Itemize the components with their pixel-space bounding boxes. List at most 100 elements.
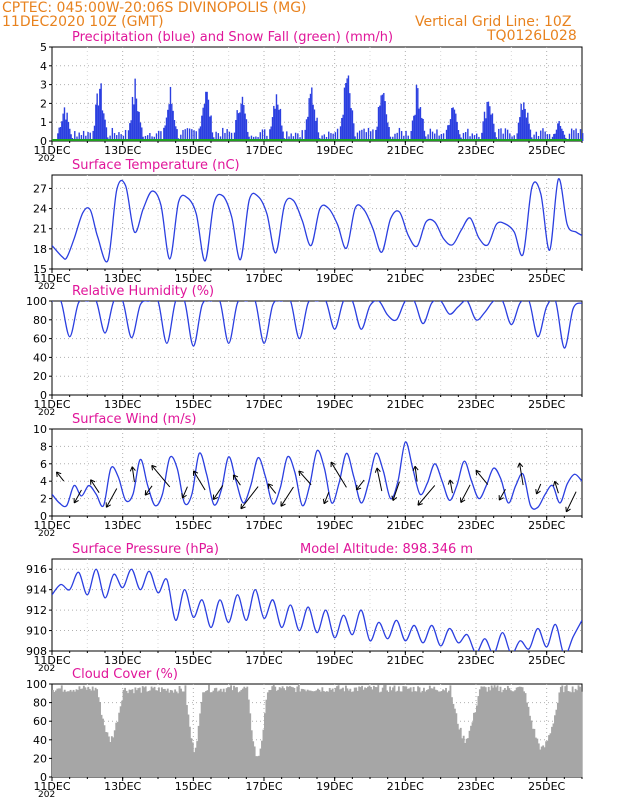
panel-6-cloud-bar (353, 687, 356, 777)
panel-6-cloud-bar (231, 690, 234, 777)
panel-6-cloud-bar (284, 690, 287, 777)
panel-3-xtick-label-0: 11DEC (33, 398, 70, 411)
panel-1-precip-bar (520, 103, 522, 141)
panel-1-precip-bar (311, 87, 313, 141)
panel-6-cloud-bar (56, 688, 59, 777)
panel-3-ytick-label-1: 20 (33, 370, 47, 383)
panel-1-precip-bar (191, 129, 193, 141)
panel-1-precip-bar (346, 78, 348, 141)
panel-1-precip-bar (448, 124, 450, 141)
panel-1-precip-bar (339, 126, 342, 141)
panel-6-cloud-bar (212, 690, 215, 777)
panel-1-precip-bar (61, 121, 63, 141)
panel-4-wind-arrow (182, 486, 188, 499)
panel-1-precip-bar (203, 103, 206, 141)
panel-6-cloud-bar (71, 691, 74, 777)
panel-6-cloud-bar (261, 740, 263, 777)
panel-1-precip-bar (199, 126, 202, 141)
panel-6-xtick-label-3: 17DEC (245, 780, 282, 793)
panel-6-cloud-bar (414, 691, 417, 777)
panel-1-precip-bar (575, 128, 577, 141)
panel-6-cloud-bar (509, 690, 512, 777)
panel-1-precip-bar (363, 128, 365, 141)
panel-1-precip-bar (429, 128, 432, 141)
panel-6-cloud-bar (57, 688, 60, 777)
panel-6-cloud-bar (384, 685, 387, 777)
panel-6-cloud-bar (458, 729, 461, 777)
panel-1-precip-bar (328, 131, 330, 141)
panel-1-precip-bar (415, 84, 418, 141)
panel-6-cloud-bar (395, 691, 397, 777)
panel-6-cloud-bar (502, 689, 505, 777)
panel-6-cloud-bar (253, 746, 256, 777)
panel-6-cloud-bar (399, 691, 402, 777)
panel-1-precip-bar (449, 119, 452, 141)
panel-1-precip-bar (361, 129, 363, 141)
panel-1-precip-bar (471, 133, 473, 141)
panel-1-precip-bar (155, 133, 158, 141)
panel-1-precip-bar (411, 120, 414, 141)
panel-6-cloud-bar (281, 686, 284, 777)
panel-1-precip-bar (323, 134, 326, 141)
panel-6-cloud-bar (579, 686, 581, 777)
panel-4-wind-arrow-head (475, 469, 481, 476)
panel-6-xtick-label-1: 13DEC (104, 780, 141, 793)
panel-1-precip-bar (519, 117, 521, 141)
panel-1-precip-bar (418, 108, 420, 141)
panel-6-cloud-bar (459, 727, 462, 777)
panel-6-cloud-bar (99, 701, 101, 777)
panel-6-cloud-bar (218, 690, 221, 777)
panel-6-cloud-bar (543, 747, 546, 777)
panel-6-cloud-bar (358, 686, 361, 777)
panel-3-xtick-label-1: 13DEC (104, 398, 141, 411)
panel-6-cloud-bar (119, 706, 122, 777)
panel-6-cloud-bar (473, 712, 475, 777)
panel-6-xtick-label-2: 15DEC (175, 780, 212, 793)
panel-1-precip-bar (131, 96, 134, 141)
panel-4-wind-arrow (144, 485, 153, 496)
panel-6-cloud-bar (82, 685, 85, 777)
panel-5-ytick-label-3: 914 (26, 584, 47, 597)
panel-3-series-line (52, 301, 582, 349)
panel-1-precip-bar (537, 136, 540, 141)
panel-4-wind-arrow (414, 466, 418, 482)
panel-1-precip-bar (163, 127, 165, 141)
panel-1-precip-bar (517, 122, 520, 141)
panel-1-precip-bar (573, 130, 575, 141)
panel-1-precip-bar (345, 83, 347, 141)
panel-4-wind-arrow-head (181, 493, 187, 499)
panel-1-precip-bar (69, 128, 71, 141)
panel-3-frame (51, 300, 583, 396)
panel-6-cloud-bar (268, 690, 271, 777)
panel-6-cloud-bar (453, 708, 456, 777)
panel-4-wind-arrow-head (105, 502, 111, 508)
panel-6-title: Cloud Cover (%) (72, 667, 178, 682)
panel-6-xtick-label-4: 19DEC (316, 780, 353, 793)
panel-1-precip-bar (270, 126, 272, 141)
panel-1-precip-bar (451, 108, 453, 141)
panel-1-precip-bar (172, 110, 174, 141)
panel-6-cloud-bar (531, 728, 534, 777)
panel-1-precip-bar (562, 130, 564, 141)
panel-6-cloud-bar (442, 689, 445, 777)
panel-1-precip-bar (375, 129, 377, 141)
panel-6-cloud-bar (299, 691, 302, 777)
panel-6-cloud-bar (450, 697, 453, 777)
panel-1-precip-bar (434, 133, 436, 141)
panel-6-cloud-bar (274, 686, 277, 777)
panel-6-cloud-bar (512, 691, 515, 777)
panel-1-precip-bar (168, 104, 170, 141)
panel-6-cloud-bar (96, 689, 99, 777)
panel-6-cloud-bar (551, 726, 553, 777)
panel-1-precip-bar (462, 132, 465, 141)
panel-1-precip-bar (389, 136, 392, 141)
panel-1-precip-bar (76, 136, 78, 141)
panel-6-cloud-bar (362, 689, 365, 777)
panel-6-cloud-bar (448, 690, 450, 777)
panel-4-ytick-label-2: 4 (40, 475, 47, 488)
panel-1-precip-bar (315, 120, 317, 141)
panel-1-precip-bar (350, 108, 352, 141)
panel-1-precip-bar (387, 122, 389, 141)
panel-4-wind-arrow-head (240, 503, 246, 510)
panel-6-cloud-bar (72, 689, 75, 777)
